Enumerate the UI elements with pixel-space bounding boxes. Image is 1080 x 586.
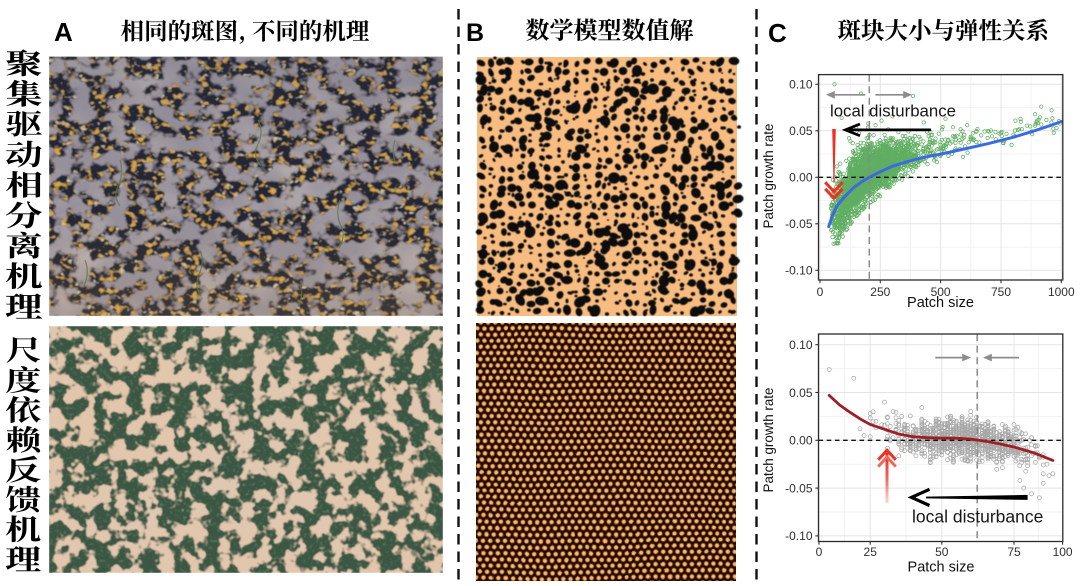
svg-text:-0.05: -0.05 — [785, 217, 813, 231]
svg-text:50: 50 — [935, 545, 949, 559]
svg-text:Patch growth rate: Patch growth rate — [761, 388, 776, 493]
svg-text:Patch growth rate: Patch growth rate — [761, 124, 776, 229]
svg-text:B: B — [466, 19, 484, 47]
svg-text:0.10: 0.10 — [789, 78, 813, 92]
svg-text:1000: 1000 — [1048, 285, 1075, 299]
svg-text:Patch size: Patch size — [908, 560, 975, 576]
svg-text:750: 750 — [991, 285, 1011, 299]
svg-text:0.05: 0.05 — [789, 124, 813, 138]
svg-text:Patch size: Patch size — [907, 295, 974, 311]
svg-text:-0.10: -0.10 — [785, 529, 813, 543]
svg-text:500: 500 — [931, 285, 951, 299]
svg-text:-0.05: -0.05 — [785, 481, 813, 495]
svg-text:0: 0 — [817, 285, 824, 299]
svg-text:A: A — [54, 17, 73, 47]
svg-text:75: 75 — [1007, 545, 1021, 559]
svg-text:0.00: 0.00 — [789, 171, 813, 185]
svg-text:0.00: 0.00 — [789, 434, 813, 448]
svg-text:local disturbance: local disturbance — [830, 102, 956, 121]
svg-text:local disturbance: local disturbance — [912, 507, 1043, 527]
svg-text:-0.10: -0.10 — [785, 264, 813, 278]
svg-text:0: 0 — [816, 545, 823, 559]
svg-text:C: C — [768, 18, 787, 48]
svg-text:25: 25 — [864, 545, 878, 559]
svg-text:100: 100 — [1053, 545, 1073, 559]
svg-text:250: 250 — [870, 285, 890, 299]
svg-text:0.10: 0.10 — [789, 338, 813, 352]
svg-text:0.05: 0.05 — [789, 386, 813, 400]
